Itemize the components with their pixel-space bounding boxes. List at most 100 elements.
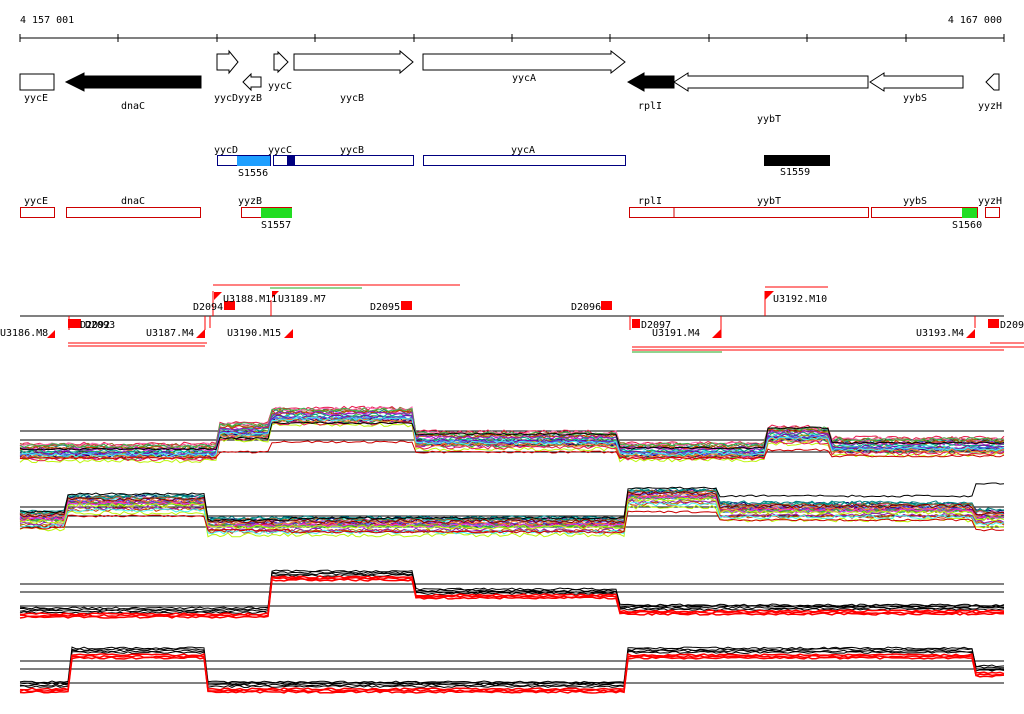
coord-end: 4 167 000 [948,15,1002,26]
marker-D2092[interactable] [68,319,81,328]
signal-trace [19,422,1005,464]
gene-label: yycA [512,73,536,84]
marker-D2096[interactable] [601,301,612,310]
signal-trace [19,495,1005,529]
signal-trace [19,650,1005,689]
marker-U3193[interactable] [966,329,975,338]
marker-U3187[interactable] [196,329,205,338]
gene-label: dnaC [121,101,145,112]
feature-bar-S1557[interactable] [261,208,292,218]
gene-label: yyzB [238,93,262,104]
feature-bar-S1559[interactable] [764,155,830,166]
gene-arrow-yycC[interactable] [273,50,289,74]
feature-bar-dark[interactable] [287,156,295,166]
signal-trace [19,489,1005,523]
signal-trace [19,510,1005,534]
signal-trace [19,412,1005,454]
lower-transcript-track: yycE dnaC yyzB rplI yybT yybS yyzH S1557… [20,196,1002,231]
marker-U3186[interactable] [47,330,55,338]
gene-arrow-yybS[interactable] [869,72,964,92]
signal-trace [19,654,1005,693]
lower-box-dnaC[interactable] [66,207,201,218]
lower-label: yycE [24,196,48,207]
marker-D2094[interactable] [224,301,235,310]
feature-bar-S1560[interactable] [962,208,977,218]
feature-label: S1560 [952,220,982,231]
upper-label: yycD [214,145,238,156]
signal-trace [19,496,1005,530]
marker-D2097[interactable] [632,319,640,328]
signal-trace [19,569,1005,610]
segment-label: U3191.M4 [652,328,700,339]
gene-arrow-yycD[interactable] [216,49,239,75]
segment-label: D2095 [370,302,400,313]
segment-label: U3192.M10 [773,294,827,305]
gene-label: yycD [214,93,238,104]
segment-label: D2093 [85,320,115,331]
signal-trace [19,418,1005,460]
feature-bar-S1556[interactable] [237,156,270,166]
lower-label: dnaC [121,196,145,207]
signal-panel-summary-minus [19,646,1005,694]
gene-arrow-yyzH[interactable] [985,73,1000,91]
segment-label: U3190.M15 [227,328,281,339]
segment-label: D2096 [571,302,601,313]
lower-box-yyzH[interactable] [985,207,1000,218]
lower-label: yybS [903,196,927,207]
upper-box-yycC-yycB[interactable] [273,155,414,166]
segment-label: U3188.M11 [223,294,277,305]
segment-label: U3193.M4 [916,328,964,339]
marker-U3192[interactable] [765,291,774,300]
marker-U3189[interactable] [272,291,279,298]
marker-U3191[interactable] [712,329,721,338]
gene-track [19,49,1000,92]
feature-label: S1556 [238,168,268,179]
gene-label: yybS [903,93,927,104]
gene-label: yycE [24,93,48,104]
gene-arrow-dnaC[interactable] [64,72,202,92]
gene-label: yybT [757,114,781,125]
gene-label: yyzH [978,101,1002,112]
signal-trace [19,646,1005,684]
lower-box-rplI-yybT[interactable] [629,207,869,218]
signal-trace [20,482,1005,522]
signal-panel-summary-plus [19,569,1005,619]
segment-label: U3187.M4 [146,328,194,339]
signal-trace [19,656,1005,694]
segment-label: D2098 [1000,320,1024,331]
signal-trace [19,647,1004,686]
gene-arrow-yybT[interactable] [673,72,869,92]
lower-label: yyzH [978,196,1002,207]
signal-trace [19,491,1004,524]
segment-track: D2094 U3188.M11 U3189.M7 D2095 D2096 U31… [0,284,1024,353]
feature-label: S1559 [780,167,810,178]
coord-start: 4 157 001 [20,15,74,26]
signal-trace [19,414,1005,456]
signal-trace [19,492,1005,526]
segment-label: D2092 [80,320,110,331]
lower-box-yybS[interactable] [871,207,978,218]
gene-label: yycC [268,81,292,92]
marker-U3190[interactable] [284,329,293,338]
signal-trace [19,407,1005,449]
signal-trace [20,571,1005,611]
upper-box-yycA[interactable] [423,155,626,166]
upper-label: yycC [268,145,292,156]
marker-D2098[interactable] [988,319,999,328]
segment-label: U3186.M8 [0,328,48,339]
gene-label: rplI [638,101,662,112]
upper-transcript-track: yycD yycC yycB yycA S1556 S1559 [214,145,830,179]
segment-label: D2097 [641,320,671,331]
gene-arrow-yycB[interactable] [293,49,414,75]
gene-arrow-yyzB[interactable] [242,72,262,92]
marker-D2095[interactable] [401,301,412,310]
gene-arrow-yycE[interactable] [19,73,55,91]
lower-box-yycE[interactable] [20,207,55,218]
marker-U3188[interactable] [214,292,222,300]
gene-arrow-yycA[interactable] [422,49,626,75]
gene-label: yycB [340,93,364,104]
gene-arrow-rplI[interactable] [626,72,675,92]
segment-label: D2094 [193,302,223,313]
upper-label: yycB [340,145,364,156]
